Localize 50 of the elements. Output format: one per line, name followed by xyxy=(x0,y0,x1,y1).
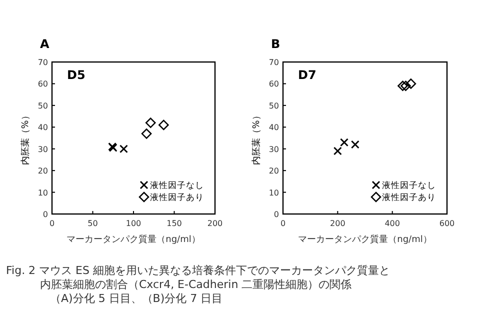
point xyxy=(119,144,128,154)
legend-label: 液性因子あり xyxy=(150,192,204,203)
y-tick-label: 70 xyxy=(268,58,279,67)
y-tick-label: 60 xyxy=(38,80,48,89)
x-tick-label: 200 xyxy=(207,219,223,228)
x-tick-label: 0 xyxy=(280,219,286,228)
y-tick-label: 30 xyxy=(38,144,48,154)
text: （A)分化 5 日目、（B)分化 7 日目 xyxy=(50,292,223,305)
y-tick-label: 40 xyxy=(268,123,279,132)
legend-label: 液性因子あり xyxy=(382,192,436,203)
y-tick-label: 50 xyxy=(38,101,48,110)
x-axis-title: マーカータンパク質量（ng/ml） xyxy=(298,234,432,245)
y-tick-label: 10 xyxy=(268,188,279,198)
y-tick-label: 70 xyxy=(38,58,48,67)
legend-label: 液性因子なし xyxy=(150,180,204,191)
point xyxy=(400,80,411,92)
y-tick-label: 50 xyxy=(268,101,279,110)
point xyxy=(145,118,156,128)
y-tick-label: 60 xyxy=(268,80,279,89)
point xyxy=(398,80,408,92)
y-tick-label: 10 xyxy=(38,188,48,198)
point xyxy=(141,128,152,139)
y-tick-label: 30 xyxy=(268,144,279,154)
point xyxy=(340,138,348,147)
y-axis-title: 内胚葉（%） xyxy=(20,111,31,165)
y-tick-label: 20 xyxy=(38,166,48,176)
y-tick-label: 20 xyxy=(268,166,279,176)
point xyxy=(350,140,360,149)
x-tick-label: 150 xyxy=(166,219,182,228)
x-axis-title: マーカータンパク質量（ng/ml） xyxy=(66,234,200,245)
y-tick-label: 0 xyxy=(42,210,48,219)
text: 内胚葉細胞の割合（Cxcr4, E-Cadherin 二重陽性細胞）の関係 xyxy=(40,278,352,291)
chart-title: B xyxy=(271,37,280,51)
annotation: D7 xyxy=(298,68,316,82)
y-tick-label: 40 xyxy=(38,123,48,132)
x-tick-label: 100 xyxy=(126,219,142,228)
y-axis-title: 内胚葉（%） xyxy=(251,111,262,165)
point xyxy=(158,120,169,130)
x-tick-label: 600 xyxy=(439,219,455,228)
x-tick-label: 0 xyxy=(49,219,55,228)
annotation: D5 xyxy=(67,68,86,82)
legend-label: 液性因子なし xyxy=(382,180,436,191)
x-tick-label: 50 xyxy=(88,219,98,228)
x-tick-label: 400 xyxy=(384,219,400,228)
point xyxy=(406,78,416,89)
x-tick-label: 200 xyxy=(330,219,346,228)
caption: Fig. 2 マウス ES 細胞を用いた異なる培養条件下でのマーカータンパク質量と xyxy=(6,264,390,277)
chart-title: A xyxy=(40,37,50,51)
point xyxy=(333,146,342,156)
y-tick-label: 0 xyxy=(274,210,279,219)
